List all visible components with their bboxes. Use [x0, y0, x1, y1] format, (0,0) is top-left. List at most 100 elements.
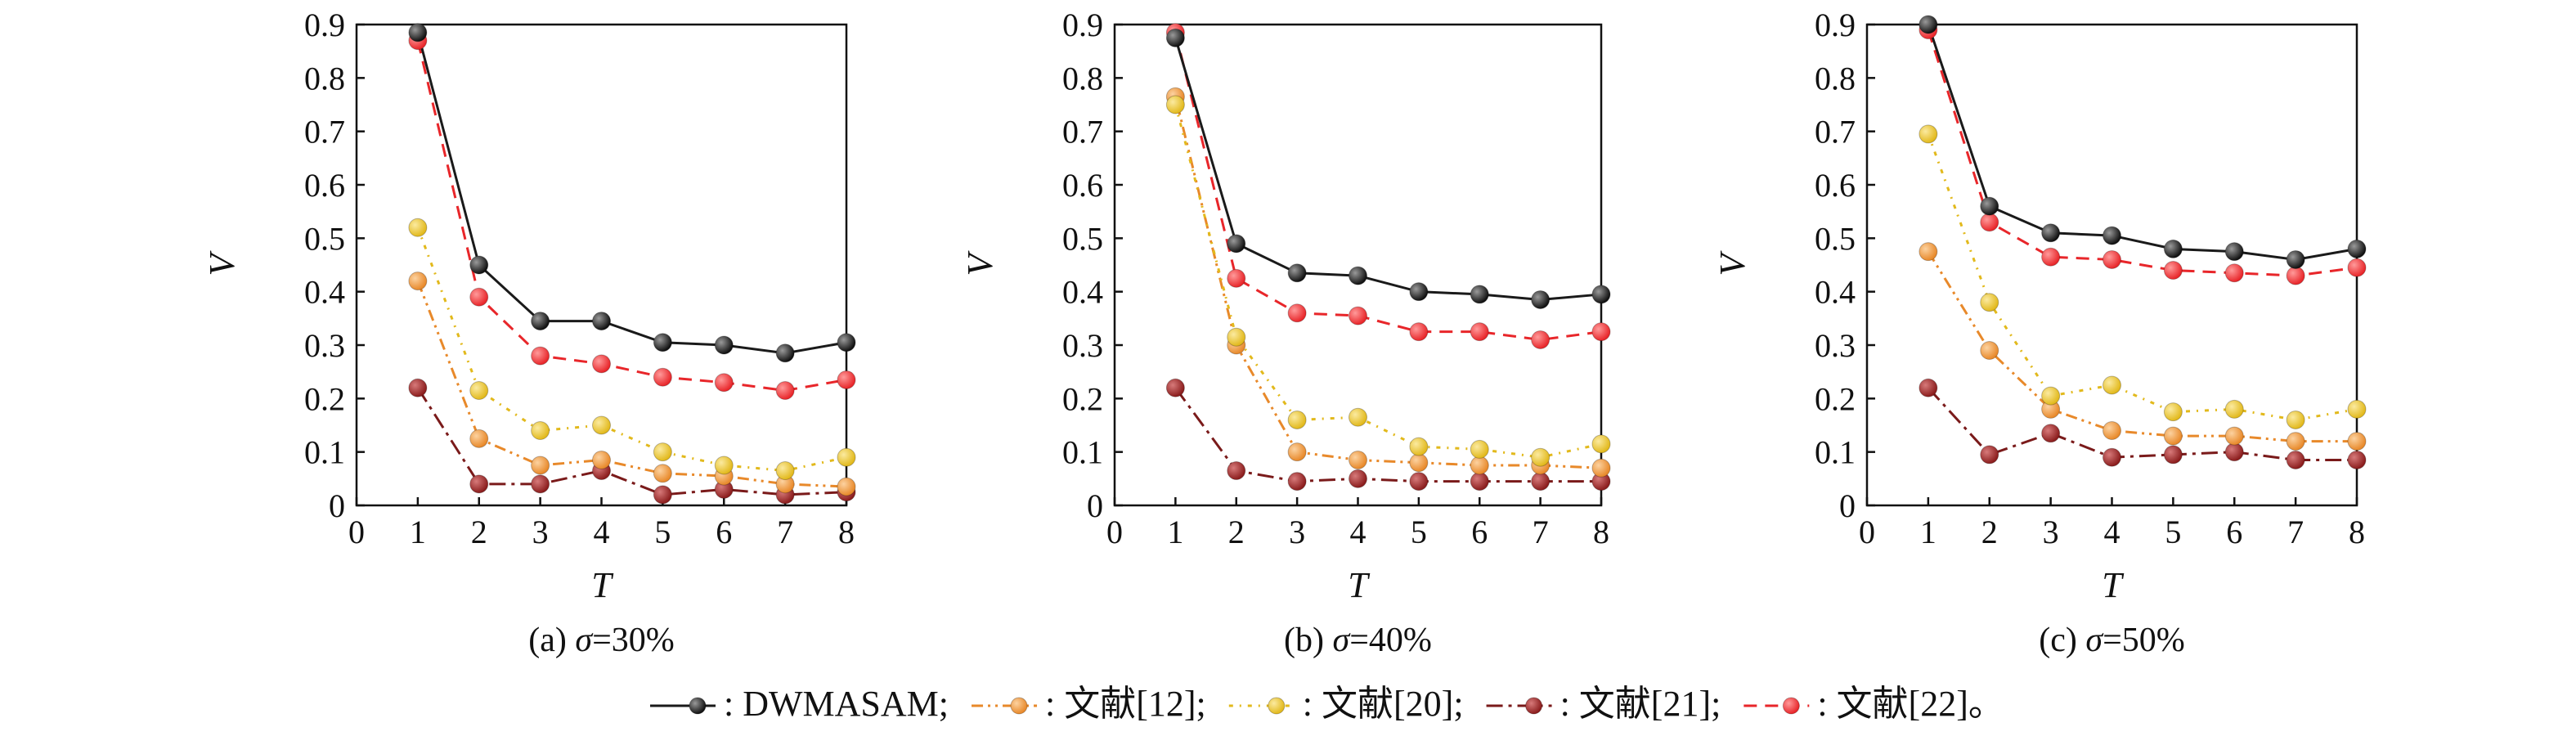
y-tick-label: 0.7 — [304, 114, 345, 150]
x-tick-label: 0 — [1859, 514, 1875, 550]
series-line-2 — [1927, 250, 2357, 443]
data-point-s3 — [2163, 402, 2183, 422]
x-tick-label: 2 — [1981, 514, 1998, 550]
data-point-s3 — [531, 421, 550, 441]
data-point-s2 — [1287, 442, 1307, 462]
data-point-s1 — [531, 312, 550, 331]
series-line-4 — [1174, 387, 1601, 483]
legend-label-2: : 文献[12]; — [1045, 684, 1206, 724]
y-tick-label: 0.1 — [1062, 434, 1103, 471]
data-point-s2 — [531, 456, 550, 475]
data-point-s3 — [408, 218, 428, 237]
data-point-s5 — [1287, 303, 1307, 323]
data-point-s2 — [469, 429, 489, 448]
data-point-s2 — [592, 450, 611, 469]
data-point-s5 — [1980, 213, 1999, 232]
y-tick-label: 0.9 — [1815, 7, 1856, 43]
data-point-s4 — [1165, 378, 1185, 397]
data-point-s3 — [1919, 124, 1938, 144]
data-point-s2 — [2103, 421, 2121, 441]
data-point-s2 — [1980, 341, 1999, 361]
data-point-s4 — [1980, 445, 1999, 465]
data-point-s1 — [1165, 28, 1185, 47]
y-tick-label: 0.5 — [1062, 220, 1103, 257]
y-tick-label: 0.2 — [1062, 380, 1103, 417]
data-point-s4 — [1470, 472, 1489, 491]
data-point-s1 — [1591, 285, 1611, 304]
series-line-4 — [1927, 387, 2357, 461]
data-point-s1 — [2347, 239, 2367, 258]
caption-symbol: σ — [575, 622, 594, 659]
y-tick-label: 0.8 — [1062, 60, 1103, 96]
x-tick-label: 4 — [594, 514, 610, 550]
data-point-s5 — [2224, 263, 2244, 283]
plot-frame — [1113, 23, 1603, 507]
data-point-s5 — [531, 346, 550, 366]
data-point-s1 — [1980, 196, 1999, 216]
y-axis-label: V — [202, 249, 242, 276]
data-point-s5 — [1531, 330, 1551, 349]
x-tick-label: 8 — [2349, 514, 2365, 550]
y-tick-label: 0.6 — [1815, 167, 1856, 204]
caption-symbol: σ — [1333, 622, 1352, 659]
data-point-s5 — [2041, 247, 2061, 267]
data-point-s3 — [1470, 439, 1489, 459]
y-tick-label: 0.7 — [1062, 114, 1103, 150]
data-point-s1 — [469, 255, 489, 275]
data-point-s4 — [2103, 447, 2121, 467]
subplot-caption: (b) σ=40% — [1284, 622, 1432, 659]
data-point-s2 — [1409, 453, 1429, 473]
y-tick-label: 0.2 — [304, 380, 345, 417]
x-tick-label: 4 — [1350, 514, 1367, 550]
series-line-1 — [416, 32, 847, 355]
data-point-s4 — [1287, 472, 1307, 491]
legend-marker-1 — [689, 697, 707, 715]
data-point-s1 — [1287, 263, 1307, 283]
x-tick-label: 5 — [654, 514, 671, 550]
x-tick-label: 5 — [1411, 514, 1427, 550]
legend-marker-4 — [1525, 697, 1543, 715]
y-tick-label: 0.9 — [1062, 7, 1103, 43]
data-point-s5 — [2347, 258, 2367, 277]
x-tick-label: 8 — [1593, 514, 1609, 550]
chart-panel-1: 0 0.1 0.2 0.3 0.4 0.5 0.6 0.7 0.8 0.9 0 1 2 3 4 5 6 7 8 T V (… — [202, 7, 856, 659]
data-point-s1 — [1919, 15, 1938, 34]
series-line-5 — [416, 40, 847, 393]
data-point-s1 — [653, 333, 672, 352]
caption-symbol: σ — [2085, 622, 2104, 659]
legend-marker-3 — [1268, 697, 1286, 715]
y-tick-label: 0.6 — [1062, 167, 1103, 204]
data-point-s2 — [1349, 450, 1367, 469]
x-axis-label: T — [1348, 565, 1371, 605]
series-line-5 — [1927, 29, 2358, 277]
data-point-s1 — [1349, 266, 1367, 285]
x-tick-label: 7 — [2287, 514, 2304, 550]
y-tick-label: 0 — [329, 487, 345, 524]
y-tick-label: 0.1 — [304, 434, 345, 471]
data-point-s5 — [653, 367, 672, 387]
caption-value: =30% — [592, 622, 675, 659]
data-point-s4 — [531, 474, 550, 494]
data-point-s3 — [1409, 437, 1429, 456]
series-line-2 — [416, 281, 847, 488]
data-point-s5 — [1227, 268, 1246, 288]
data-point-s1 — [1470, 285, 1489, 304]
series-line-4 — [416, 387, 847, 496]
data-point-s4 — [1349, 469, 1367, 488]
y-tick-label: 0.4 — [1815, 274, 1856, 311]
data-point-s5 — [1409, 322, 1429, 342]
x-tick-label: 6 — [2226, 514, 2242, 550]
x-tick-label: 0 — [1106, 514, 1123, 550]
y-axis-label: V — [1712, 249, 1752, 276]
x-tick-label: 8 — [838, 514, 855, 550]
data-point-s1 — [714, 335, 734, 355]
data-point-s5 — [2103, 249, 2121, 269]
x-axis-label: T — [591, 565, 614, 605]
data-point-s3 — [1287, 410, 1307, 429]
x-tick-label: 6 — [1471, 514, 1488, 550]
data-point-s4 — [408, 378, 428, 397]
subplot-caption: (c) σ=50% — [2039, 622, 2185, 659]
x-tick-label: 7 — [777, 514, 793, 550]
data-point-s3 — [1591, 434, 1611, 454]
